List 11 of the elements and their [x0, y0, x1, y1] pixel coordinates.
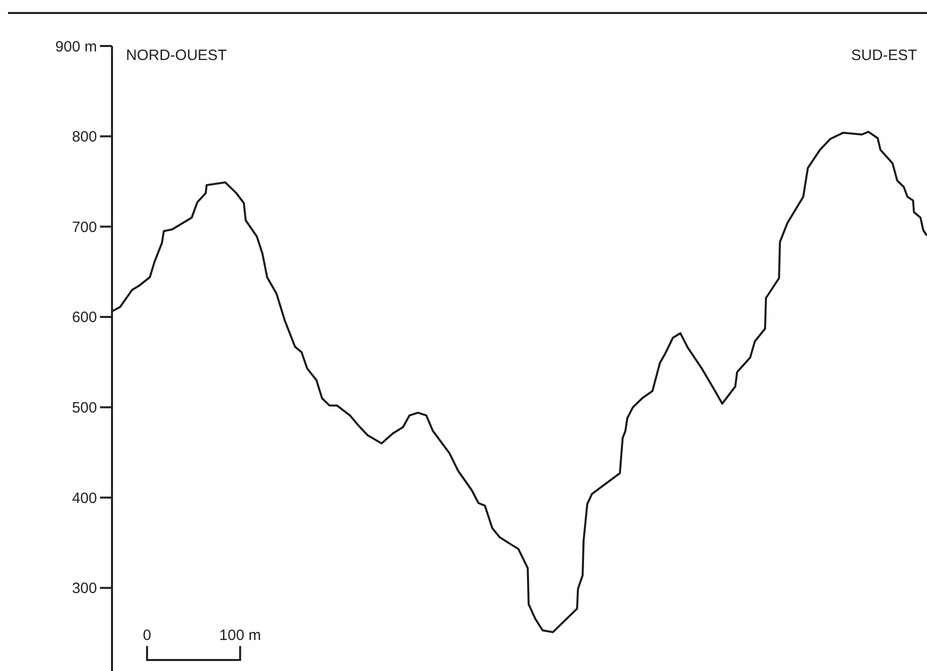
y-tick-label: 900 m: [55, 38, 97, 56]
y-tick-label: 600: [72, 309, 97, 326]
x-tick-label: 100 m: [219, 627, 261, 644]
y-tick-label: 300: [72, 580, 97, 598]
y-tick-label: 500: [72, 400, 97, 417]
y-tick-label: 400: [72, 490, 97, 507]
annotation: NORD-OUEST: [126, 47, 227, 64]
y-tick-label: 700: [72, 218, 97, 236]
y-tick-label: 800: [72, 128, 97, 146]
annotation: SUD-EST: [851, 47, 917, 64]
x-tick-label: 0: [142, 627, 152, 644]
